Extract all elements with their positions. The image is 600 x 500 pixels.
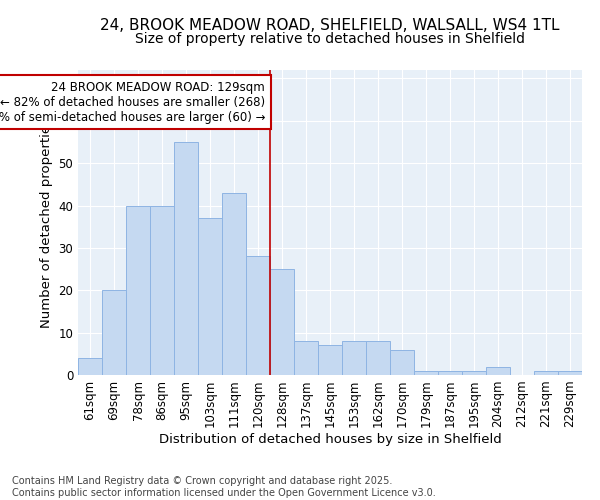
Text: 24 BROOK MEADOW ROAD: 129sqm
← 82% of detached houses are smaller (268)
18% of s: 24 BROOK MEADOW ROAD: 129sqm ← 82% of de…	[0, 80, 265, 124]
Bar	[414, 371, 438, 375]
Bar	[246, 256, 270, 375]
Bar	[198, 218, 222, 375]
Bar	[78, 358, 102, 375]
Bar	[534, 371, 558, 375]
Bar	[270, 269, 294, 375]
Bar	[126, 206, 150, 375]
Bar	[222, 193, 246, 375]
Bar	[486, 366, 510, 375]
Text: Contains HM Land Registry data © Crown copyright and database right 2025.
Contai: Contains HM Land Registry data © Crown c…	[12, 476, 436, 498]
Bar	[390, 350, 414, 375]
Text: Size of property relative to detached houses in Shelfield: Size of property relative to detached ho…	[135, 32, 525, 46]
Text: 24, BROOK MEADOW ROAD, SHELFIELD, WALSALL, WS4 1TL: 24, BROOK MEADOW ROAD, SHELFIELD, WALSAL…	[100, 18, 560, 32]
Y-axis label: Number of detached properties: Number of detached properties	[40, 118, 53, 328]
Bar	[150, 206, 174, 375]
Bar	[318, 346, 342, 375]
Bar	[102, 290, 126, 375]
Bar	[438, 371, 462, 375]
Bar	[366, 341, 390, 375]
Bar	[558, 371, 582, 375]
Bar	[342, 341, 366, 375]
X-axis label: Distribution of detached houses by size in Shelfield: Distribution of detached houses by size …	[158, 433, 502, 446]
Bar	[294, 341, 318, 375]
Bar	[462, 371, 486, 375]
Bar	[174, 142, 198, 375]
